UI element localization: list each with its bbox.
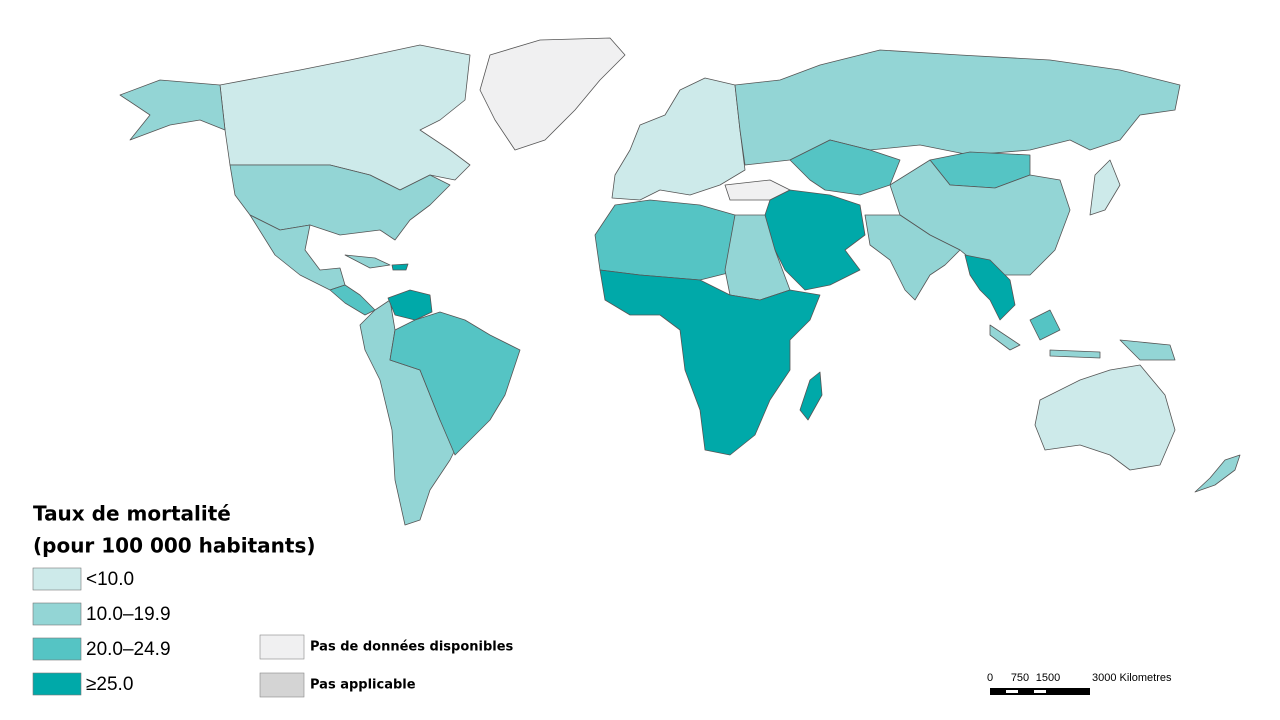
legend-swatch (259, 634, 305, 660)
legend-label: 20.0–24.9 (86, 639, 171, 660)
scale-segment (1034, 690, 1046, 693)
country (1089, 159, 1121, 216)
country (249, 214, 346, 291)
legend-label: Pas de données disponibles (310, 640, 514, 655)
legend: Taux de mortalité (pour 100 000 habitant… (32, 502, 514, 698)
country (989, 324, 1176, 361)
country (344, 254, 391, 269)
legend-swatch (259, 672, 305, 698)
country (389, 311, 521, 456)
country (611, 77, 746, 201)
legend-label: <10.0 (86, 569, 134, 590)
country (1194, 454, 1241, 493)
legend-label: 10.0–19.9 (86, 604, 171, 625)
country (594, 199, 741, 281)
country (479, 37, 626, 151)
world-map (119, 37, 1241, 526)
country (1029, 309, 1061, 341)
scale-label: 1500 (1036, 672, 1060, 684)
country (329, 284, 376, 316)
country (734, 49, 1181, 166)
country (864, 214, 961, 301)
scale-segment (1006, 690, 1018, 693)
legend-swatch (32, 672, 82, 696)
scale-label: 0 (987, 672, 993, 684)
scale-label: 3000 Kilometres (1092, 672, 1172, 684)
country (964, 254, 1016, 321)
scale-label: 750 (1011, 672, 1029, 684)
legend-label: ≥25.0 (86, 674, 133, 695)
country (119, 79, 226, 141)
legend-label: Pas applicable (310, 678, 416, 693)
legend-title: (pour 100 000 habitants) (33, 534, 316, 558)
scale-bar: 0 750 1500 3000 Kilometres (987, 672, 1172, 695)
country (391, 263, 409, 271)
legend-swatch (32, 602, 82, 626)
legend-swatch (32, 567, 82, 591)
legend-swatch (32, 637, 82, 661)
country (599, 269, 821, 456)
country (799, 371, 823, 421)
legend-title: Taux de mortalité (33, 502, 231, 526)
country (1034, 364, 1176, 471)
country (387, 289, 433, 321)
